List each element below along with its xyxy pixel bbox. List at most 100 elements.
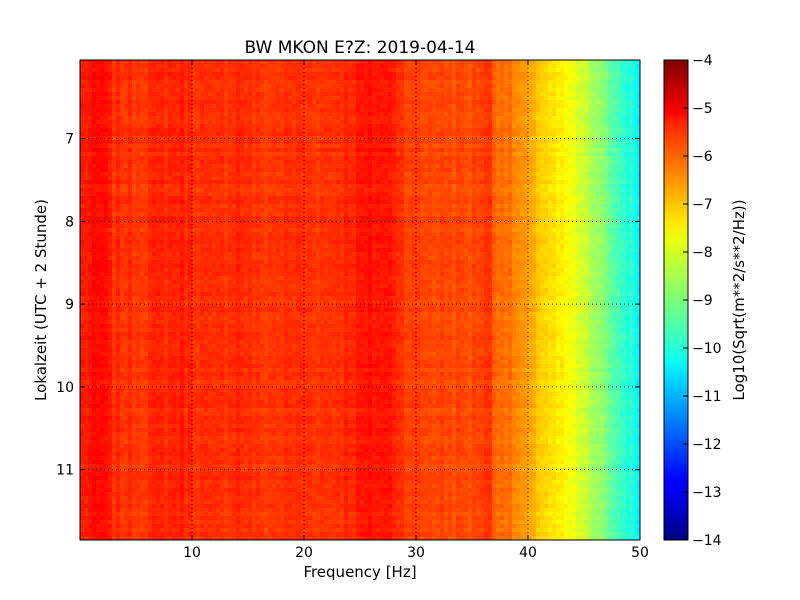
heatmap-cell [416, 76, 421, 81]
heatmap-cell [148, 60, 153, 65]
heatmap-cell [552, 136, 557, 141]
heatmap-cell [200, 180, 205, 185]
heatmap-cell [104, 104, 109, 109]
heatmap-cell [332, 200, 337, 205]
heatmap-cell [376, 168, 381, 173]
heatmap-cell [552, 160, 557, 165]
heatmap-cell [236, 192, 241, 197]
heatmap-cell [104, 176, 109, 181]
heatmap-cell [344, 100, 349, 105]
heatmap-cell [588, 116, 593, 121]
heatmap-cell [232, 184, 237, 189]
heatmap-cell [112, 108, 117, 113]
heatmap-cell [204, 128, 209, 133]
heatmap-cell [168, 148, 173, 153]
heatmap-cell [276, 196, 281, 201]
heatmap-cell [300, 72, 305, 77]
heatmap-cell [336, 68, 341, 73]
heatmap-cell [496, 80, 501, 85]
heatmap-cell [524, 68, 529, 73]
heatmap-cell [588, 60, 593, 65]
heatmap-cell [144, 128, 149, 133]
heatmap-cell [360, 112, 365, 117]
heatmap-cell [556, 72, 561, 77]
heatmap-cell [308, 104, 313, 109]
heatmap-cell [140, 180, 145, 185]
heatmap-cell [176, 136, 181, 141]
heatmap-cell [476, 76, 481, 81]
heatmap-cell [308, 108, 313, 113]
heatmap-cell [96, 124, 101, 129]
heatmap-cell [532, 88, 537, 93]
heatmap-cell [344, 132, 349, 137]
heatmap-cell [228, 124, 233, 129]
heatmap-cell [280, 164, 285, 169]
heatmap-cell [448, 180, 453, 185]
heatmap-cell [208, 92, 213, 97]
heatmap-cell [520, 184, 525, 189]
heatmap-cell [132, 112, 137, 117]
heatmap-cell [176, 180, 181, 185]
heatmap-cell [504, 176, 509, 181]
heatmap-cell [332, 184, 337, 189]
heatmap-cell [492, 68, 497, 73]
heatmap-cell [524, 188, 529, 193]
heatmap-cell [212, 144, 217, 149]
heatmap-cell [204, 180, 209, 185]
heatmap-cell [524, 132, 529, 137]
heatmap-cell [140, 156, 145, 161]
heatmap-cell [284, 140, 289, 145]
heatmap-cell [128, 88, 133, 93]
heatmap-cell [332, 84, 337, 89]
heatmap-cell [540, 188, 545, 193]
heatmap-cell [384, 192, 389, 197]
heatmap-cell [628, 64, 633, 69]
heatmap-cell [240, 180, 245, 185]
heatmap-cell [368, 144, 373, 149]
heatmap-cell [484, 140, 489, 145]
heatmap-cell [232, 76, 237, 81]
heatmap-cell [136, 128, 141, 133]
heatmap-cell [168, 132, 173, 137]
heatmap-cell [256, 112, 261, 117]
heatmap-cell [564, 144, 569, 149]
heatmap-cell [368, 100, 373, 105]
heatmap-cell [348, 148, 353, 153]
heatmap-cell [128, 136, 133, 141]
heatmap-cell [376, 104, 381, 109]
heatmap-cell [200, 196, 205, 201]
heatmap-cell [240, 88, 245, 93]
heatmap-cell [236, 60, 241, 65]
heatmap-cell [132, 60, 137, 65]
heatmap-cell [372, 120, 377, 125]
heatmap-cell [576, 168, 581, 173]
heatmap-cell [172, 80, 177, 85]
heatmap-cell [408, 176, 413, 181]
heatmap-cell [308, 172, 313, 177]
heatmap-cell [520, 144, 525, 149]
heatmap-cell [216, 92, 221, 97]
heatmap-cell [636, 104, 640, 109]
heatmap-cell [348, 88, 353, 93]
heatmap-cell [324, 80, 329, 85]
heatmap-cell [388, 192, 393, 197]
heatmap-cell [344, 164, 349, 169]
heatmap-cell [584, 132, 589, 137]
heatmap-cell [512, 96, 517, 101]
heatmap-cell [224, 196, 229, 201]
heatmap-cell [200, 132, 205, 137]
heatmap-cell [168, 64, 173, 69]
heatmap-cell [256, 164, 261, 169]
heatmap-cell [552, 148, 557, 153]
heatmap-cell [252, 168, 257, 173]
heatmap-cell [424, 140, 429, 145]
heatmap-cell [484, 192, 489, 197]
heatmap-cell [636, 164, 640, 169]
heatmap-cell [576, 176, 581, 181]
heatmap-cell [528, 176, 533, 181]
heatmap-cell [344, 124, 349, 129]
heatmap-cell [624, 120, 629, 125]
heatmap-cell [312, 132, 317, 137]
heatmap-cell [392, 192, 397, 197]
heatmap-cell [372, 180, 377, 185]
